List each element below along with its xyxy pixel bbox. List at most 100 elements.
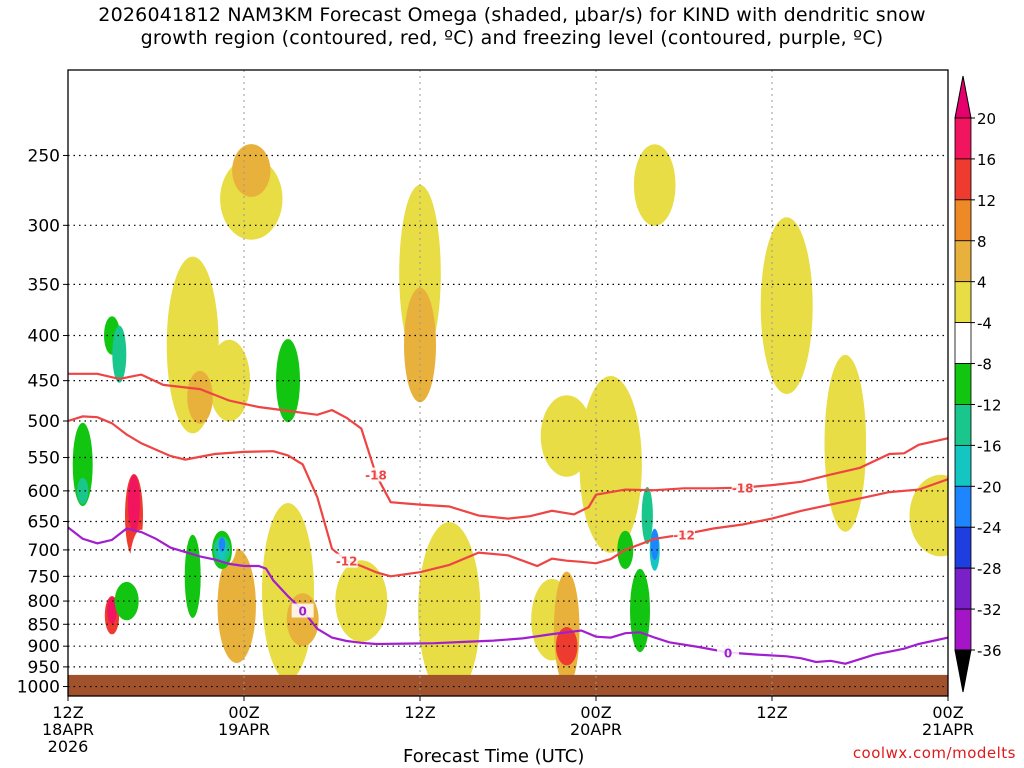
x-tick-label: 20APR bbox=[570, 720, 622, 739]
omega-cell bbox=[909, 474, 948, 557]
title-line-2: growth region (contoured, red, ºC) and f… bbox=[140, 27, 884, 49]
ground-layer bbox=[68, 674, 948, 696]
omega-cell bbox=[650, 528, 659, 561]
contour-label: -18 bbox=[732, 482, 754, 496]
x-tick-label: 21APR bbox=[922, 720, 974, 739]
omega-cell bbox=[187, 370, 213, 424]
colorbar-swatch bbox=[954, 485, 972, 528]
x-tick-label: 00Z bbox=[580, 703, 611, 722]
colorbar-label: -24 bbox=[977, 519, 1002, 537]
freezing-level-contour bbox=[68, 526, 948, 665]
grid-lines bbox=[68, 70, 948, 696]
omega-cell bbox=[824, 354, 867, 532]
omega-cell bbox=[114, 581, 139, 621]
omega-cell bbox=[107, 597, 117, 624]
colorbar-swatch bbox=[954, 199, 972, 242]
contour-label: 0 bbox=[298, 605, 306, 619]
colorbar-bottom-arrow bbox=[954, 649, 972, 693]
contour-label-bg bbox=[335, 553, 358, 568]
y-tick-label: 500 bbox=[28, 412, 60, 432]
omega-cell bbox=[170, 458, 200, 498]
y-tick-label: 1000 bbox=[17, 678, 60, 698]
colorbar-swatch bbox=[954, 117, 972, 160]
dgz-contour bbox=[68, 415, 948, 578]
contour-label-bg bbox=[365, 467, 387, 482]
colorbar-label: 12 bbox=[977, 192, 996, 210]
y-tick-label: 300 bbox=[28, 216, 60, 236]
colorbar-swatch bbox=[954, 444, 972, 487]
contour-lines: -18 -18 -12 -12 0 0 bbox=[68, 372, 948, 665]
colorbar-top-arrow bbox=[954, 75, 972, 119]
omega-cell bbox=[641, 486, 653, 545]
contour-label: 0 bbox=[724, 647, 732, 661]
colorbar-label: -12 bbox=[977, 396, 1002, 414]
omega-cell bbox=[128, 474, 140, 532]
y-tick-label: 450 bbox=[28, 372, 60, 392]
colorbar-label: -4 bbox=[977, 315, 992, 333]
colorbar-swatch bbox=[954, 240, 972, 283]
omega-cell bbox=[112, 325, 127, 383]
y-tick-label: 400 bbox=[28, 327, 60, 347]
contour-label: -12 bbox=[673, 528, 695, 542]
omega-cell bbox=[208, 339, 251, 422]
x-tick-label: 12Z bbox=[756, 703, 787, 722]
colorbar-label: 16 bbox=[977, 151, 996, 169]
omega-cell bbox=[305, 416, 330, 456]
omega-cell bbox=[232, 144, 271, 197]
y-tick-label: 600 bbox=[28, 482, 60, 502]
y-tick-label: 950 bbox=[28, 658, 60, 678]
x-tick-label: 00Z bbox=[932, 703, 963, 722]
colorbar-label: 8 bbox=[977, 233, 987, 251]
contour-label: -18 bbox=[365, 469, 387, 483]
colorbar-swatch bbox=[954, 526, 972, 569]
x-axis-title: Forecast Time (UTC) bbox=[403, 746, 585, 767]
colorbar-swatch bbox=[954, 567, 972, 610]
ground-fill bbox=[68, 674, 948, 696]
omega-cell bbox=[760, 217, 813, 395]
omega-cell bbox=[361, 473, 391, 558]
colorbar-swatch bbox=[954, 322, 972, 364]
omega-cell bbox=[184, 534, 201, 618]
omega-cell bbox=[630, 568, 650, 653]
omega-cell bbox=[218, 537, 226, 552]
colorbar-label: -32 bbox=[977, 601, 1002, 619]
colorbar-label: 4 bbox=[977, 274, 987, 292]
contour-label-bg bbox=[731, 480, 754, 495]
omega-cell bbox=[404, 287, 436, 403]
y-tick-label: 550 bbox=[28, 449, 60, 469]
omega-cell bbox=[633, 144, 676, 226]
x-tick-label: 00Z bbox=[228, 703, 259, 722]
x-tick-label: 12Z bbox=[52, 703, 83, 722]
x-tick-label: 19APR bbox=[218, 720, 270, 739]
colorbar-label: -20 bbox=[977, 478, 1002, 496]
omega-cell bbox=[262, 503, 314, 680]
y-tick-label: 750 bbox=[28, 567, 60, 587]
omega-shading bbox=[72, 144, 948, 696]
title-line-1: 2026041812 NAM3KM Forecast Omega (shaded… bbox=[98, 4, 926, 26]
omega-cell bbox=[335, 560, 388, 642]
omega-cell bbox=[77, 477, 89, 505]
contour-label: -12 bbox=[336, 555, 358, 569]
x-tick-label: 12Z bbox=[404, 703, 435, 722]
y-tick-label: 800 bbox=[28, 592, 60, 612]
omega-cell bbox=[286, 593, 319, 647]
colorbar: 20 16 12 8 4 -4 -8 -12 -16 -20 -24 -28 -32 -36 bbox=[954, 75, 1002, 693]
y-axis: 2503003504004505005506006507007508008509… bbox=[17, 146, 68, 698]
omega-cell bbox=[87, 361, 107, 400]
omega-cell bbox=[555, 627, 578, 666]
colorbar-label: -28 bbox=[977, 560, 1002, 578]
dgz-contour bbox=[68, 372, 948, 520]
y-tick-label: 900 bbox=[28, 637, 60, 657]
colorbar-swatch bbox=[954, 363, 972, 405]
y-tick-label: 250 bbox=[28, 146, 60, 166]
omega-cell bbox=[217, 548, 256, 663]
contour-label-bg bbox=[717, 645, 739, 660]
plot-frame bbox=[67, 69, 949, 697]
colorbar-swatch bbox=[954, 608, 972, 651]
colorbar-swatch bbox=[954, 404, 972, 446]
credit-text: coolwx.com/modelts bbox=[852, 744, 1016, 762]
colorbar-swatch bbox=[954, 158, 972, 201]
y-tick-label: 700 bbox=[28, 541, 60, 561]
